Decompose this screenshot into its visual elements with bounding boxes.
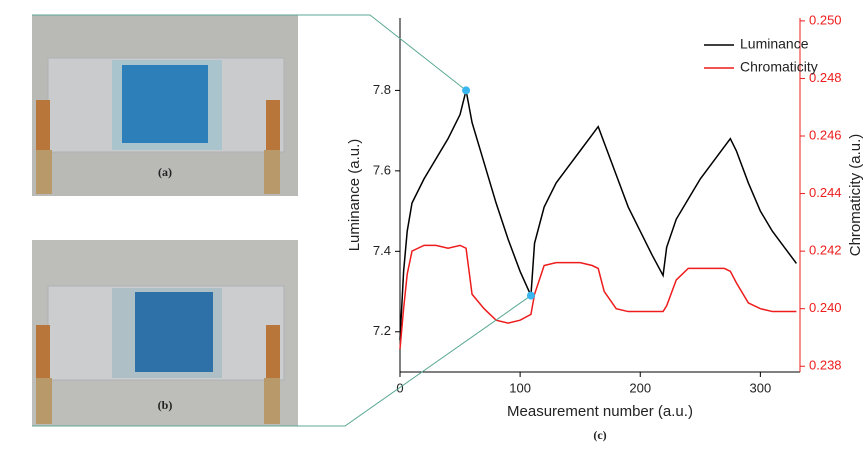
x-tick-label: 300: [750, 380, 772, 395]
x-tick-label: 200: [629, 380, 651, 395]
y-tick-label: 7.2: [373, 323, 391, 338]
y-tick-label: 7.6: [373, 162, 391, 177]
y-tick-label: 7.8: [373, 82, 391, 97]
photo-a: (a): [32, 15, 298, 196]
legend-label: Chromaticity: [740, 59, 818, 75]
y2-tick-label: 0.244: [809, 185, 842, 200]
y2-tick-label: 0.250: [809, 12, 842, 27]
highlight-point: [526, 291, 535, 300]
y2-tick-label: 0.248: [809, 70, 842, 85]
x-axis-label: Measurement number (a.u.): [507, 403, 693, 420]
line-series: [399, 90, 797, 340]
legend-label: Luminance: [740, 36, 809, 52]
connector: [32, 14, 467, 91]
panel-label: (a): [158, 165, 172, 179]
y2-tick-label: 0.238: [809, 358, 842, 373]
connector: [32, 295, 532, 427]
y2-axis-label: Chromaticity (a.u.): [847, 134, 864, 257]
panel-label: (b): [158, 398, 173, 412]
y2-tick-label: 0.242: [809, 243, 842, 258]
x-tick-label: 100: [509, 380, 531, 395]
y-axis-label: Luminance (a.u.): [346, 139, 363, 252]
highlight-point: [462, 86, 471, 95]
line-series: [399, 244, 797, 350]
y2-tick-label: 0.240: [809, 300, 842, 315]
y-tick-label: 7.4: [373, 243, 391, 258]
photo-b: (b): [32, 240, 298, 426]
y2-tick-label: 0.246: [809, 127, 842, 142]
caption: (c): [593, 428, 606, 442]
